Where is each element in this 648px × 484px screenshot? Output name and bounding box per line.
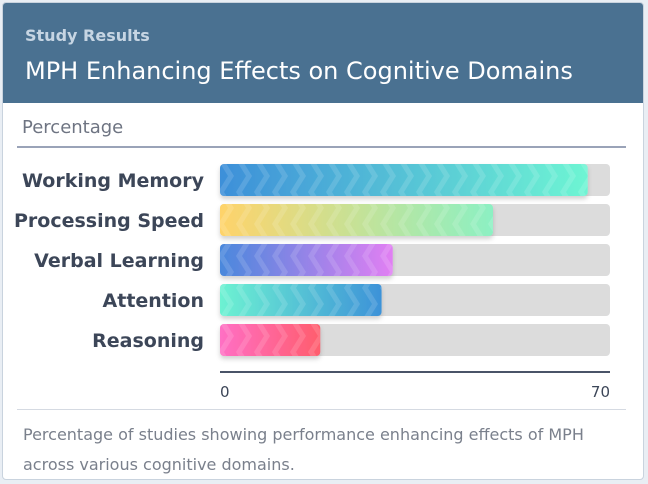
x-tick-label: 70 — [591, 383, 610, 401]
card-header: Study Results MPH Enhancing Effects on C… — [3, 3, 643, 103]
bar-pattern-verbal-learning — [220, 244, 393, 276]
header-eyebrow: Study Results — [25, 26, 150, 45]
chart-title: MPH Enhancing Effects on Cognitive Domai… — [25, 57, 573, 85]
chart-caption: Percentage of studies showing performanc… — [23, 425, 584, 474]
category-label-working-memory: Working Memory — [22, 170, 205, 192]
category-label-attention: Attention — [103, 290, 204, 312]
header-divider — [17, 146, 626, 148]
category-label-verbal-learning: Verbal Learning — [34, 250, 204, 272]
category-label-reasoning: Reasoning — [92, 330, 204, 352]
bar-pattern-working-memory — [220, 164, 588, 196]
unit-label: Percentage — [22, 117, 124, 138]
footer-divider — [17, 409, 626, 410]
bar-pattern-processing-speed — [220, 204, 493, 236]
chart-card: Study Results MPH Enhancing Effects on C… — [2, 2, 644, 480]
bar-pattern-attention — [220, 284, 382, 316]
bar-pattern-reasoning — [220, 324, 321, 356]
category-label-processing-speed: Processing Speed — [14, 210, 204, 232]
x-tick-label: 0 — [220, 383, 230, 401]
